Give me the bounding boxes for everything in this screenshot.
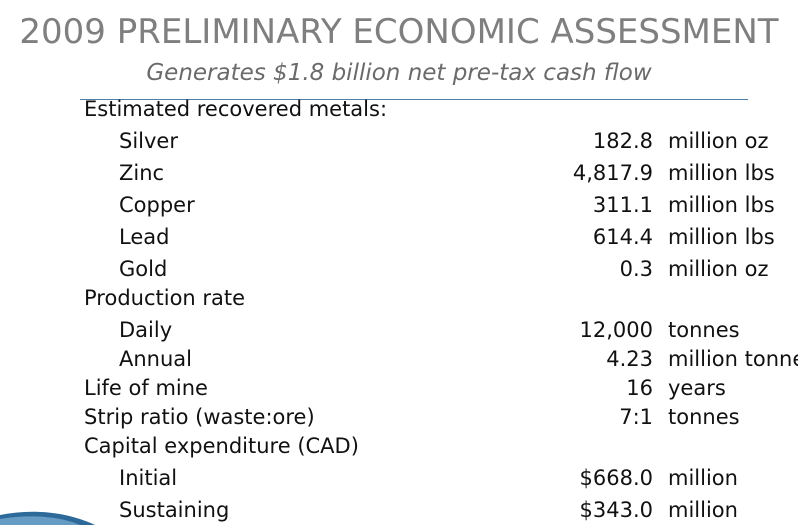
row-label: Copper [119, 193, 195, 217]
row-unit: million [668, 466, 738, 490]
row-value: 311.1 [592, 193, 653, 217]
row-label: Daily [119, 318, 173, 342]
row-value: $343.0 [579, 498, 653, 522]
row-unit: million oz [668, 257, 769, 281]
row-value: 0.3 [619, 257, 653, 281]
table-row: Copper 311.1 million lbs [84, 193, 775, 225]
row-label: Strip ratio (waste:ore) [84, 405, 315, 429]
table-row: Capital expenditure (CAD) [84, 434, 774, 466]
row-unit: million [668, 498, 738, 522]
table-row: Estimated recovered metals: [84, 97, 774, 129]
row-label: Estimated recovered metals: [84, 97, 388, 121]
row-value: 4.23 [606, 347, 653, 371]
table-row: Zinc 4,817.9 million lbs [84, 161, 775, 193]
row-value: 4,817.9 [572, 161, 653, 185]
assessment-table: Estimated recovered metals: Silver 182.8… [84, 97, 798, 530]
table-row: Initial $668.0 million [84, 466, 774, 498]
decorative-swoosh [0, 511, 95, 525]
table-row: Lead 614.4 million lbs [84, 225, 775, 257]
row-unit: tonnes [668, 405, 740, 429]
table-row: Silver 182.8 million oz [84, 129, 774, 161]
row-value: 16 [626, 376, 653, 400]
row-label: Annual [119, 347, 192, 371]
row-label: Silver [119, 129, 178, 153]
table-row: Production rate [84, 286, 774, 318]
row-label: Zinc [119, 161, 165, 185]
slide-title: 2009 PRELIMINARY ECONOMIC ASSESSMENT [19, 12, 779, 52]
row-unit: million lbs [668, 161, 775, 185]
table-row: Daily 12,000 tonnes [84, 318, 774, 347]
row-label: Capital expenditure (CAD) [84, 434, 359, 458]
row-unit: million oz [668, 129, 769, 153]
row-unit: million lbs [668, 225, 775, 249]
row-label: Lead [119, 225, 170, 249]
row-label: Sustaining [119, 498, 230, 522]
row-label: Life of mine [84, 376, 208, 400]
table-row: Life of mine 16 years [84, 376, 774, 405]
row-value: 12,000 [579, 318, 653, 342]
row-unit: tonnes [668, 318, 740, 342]
table-row: Strip ratio (waste:ore) 7:1 tonnes [84, 405, 774, 434]
row-value: $668.0 [579, 466, 653, 490]
row-unit: years [668, 376, 726, 400]
row-unit: million tonnes [668, 347, 798, 371]
table-row: Annual 4.23 million tonnes [84, 347, 798, 376]
row-label: Initial [119, 466, 178, 490]
row-unit: million lbs [668, 193, 775, 217]
header-divider [80, 99, 748, 100]
row-value: 7:1 [619, 405, 653, 429]
table-row: Gold 0.3 million oz [84, 257, 774, 286]
row-value: 614.4 [592, 225, 653, 249]
table-row: Sustaining $343.0 million [84, 498, 774, 530]
row-label: Gold [119, 257, 168, 281]
row-label: Production rate [84, 286, 246, 310]
slide-subtitle: Generates $1.8 billion net pre-tax cash … [146, 60, 652, 86]
row-value: 182.8 [592, 129, 653, 153]
